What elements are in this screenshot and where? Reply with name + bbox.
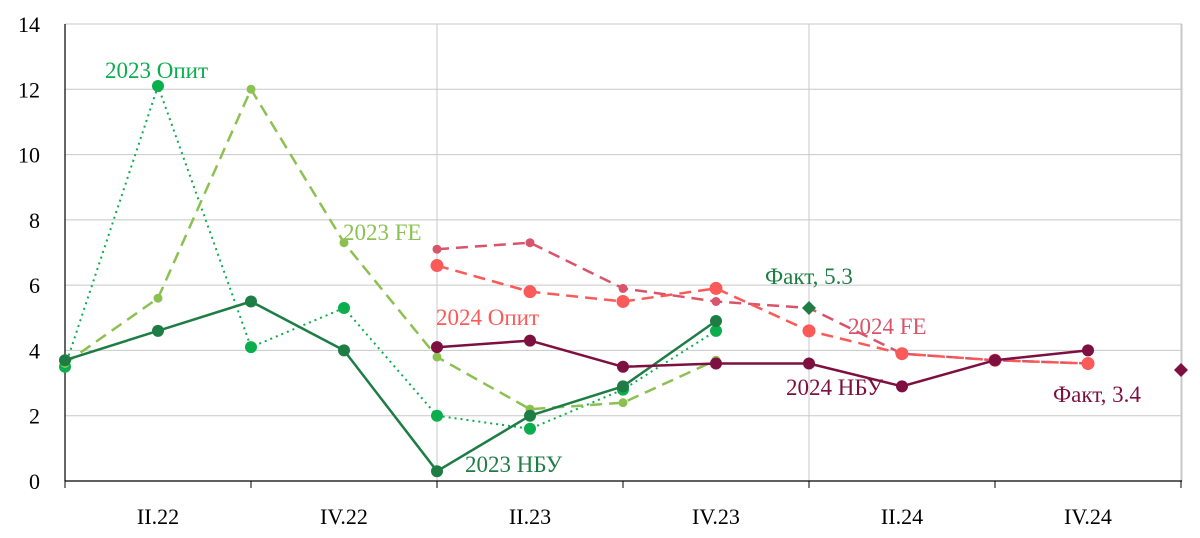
data-point [246, 84, 256, 94]
data-point [524, 334, 536, 347]
data-point [523, 285, 537, 299]
data-point [709, 281, 723, 295]
data-point [432, 244, 442, 254]
grid [65, 23, 1183, 481]
x-tick-label: IV.24 [1064, 504, 1112, 529]
data-point [338, 344, 350, 357]
y-tick-label: 14 [18, 12, 40, 37]
x-tick-label: II.22 [137, 504, 179, 529]
series-line [64, 88, 717, 411]
data-point [525, 238, 535, 248]
fact-marker [802, 300, 816, 315]
data-point [710, 357, 722, 370]
data-point [339, 238, 349, 248]
data-point [711, 296, 721, 306]
data-point [432, 352, 442, 362]
series-annotation: 2023 НБУ [465, 452, 563, 477]
y-tick-label: 6 [29, 273, 40, 298]
series-annotation: 2024 НБУ [786, 375, 884, 400]
data-point [245, 341, 257, 354]
data-point [616, 294, 630, 308]
series-line [436, 264, 1089, 365]
data-point [803, 357, 815, 370]
y-tick-label: 10 [18, 143, 40, 168]
fact-marker [1174, 363, 1188, 378]
data-point [895, 347, 909, 361]
data-point [617, 380, 629, 393]
series-annotation: 2023 FE [343, 220, 422, 245]
x-tick-label: II.24 [881, 504, 923, 529]
annotation-group: 2023 Опит 2023 FE 2023 НБУ 2024 Опит 2024 FE… [105, 58, 1141, 477]
x-tick-label: IV.22 [320, 504, 368, 529]
series-annotation: 2023 Опит [105, 58, 208, 83]
data-point [59, 354, 71, 367]
data-point [152, 324, 164, 337]
data-point [617, 360, 629, 373]
y-tick-label: 12 [18, 77, 40, 102]
data-point [338, 301, 350, 314]
data-point [245, 295, 257, 308]
series-line [64, 85, 717, 430]
data-point [1081, 356, 1095, 370]
data-point [710, 324, 722, 337]
series-annotation: 2024 FE [848, 314, 927, 339]
y-tick-label: 8 [29, 208, 40, 233]
data-point [710, 315, 722, 328]
data-point [152, 80, 164, 93]
data-point [1082, 344, 1094, 357]
series-line [436, 241, 1089, 365]
axes: 0 2 4 6 8 10 12 14 II.22 IV.22 II.23 IV.23 II.24 IV.2… [18, 12, 1182, 529]
data-point [802, 324, 816, 338]
data-point [153, 293, 163, 303]
series-annotation: Факт, 3.4 [1053, 382, 1141, 407]
data-point [618, 398, 628, 408]
y-tick-label: 2 [29, 404, 40, 429]
series-annotation: 2024 Опит [436, 305, 539, 330]
data-point [524, 409, 536, 422]
data-point [431, 341, 443, 354]
data-point [896, 380, 908, 393]
series-line [436, 339, 1089, 388]
x-tick-label: II.23 [509, 504, 551, 529]
series-annotation: Факт, 5.3 [765, 264, 853, 289]
data-point [524, 422, 536, 435]
y-tick-label: 0 [29, 469, 40, 494]
data-point [430, 259, 444, 273]
y-tick-label: 4 [29, 338, 40, 363]
x-tick-label: IV.23 [692, 504, 740, 529]
data-point [431, 465, 443, 478]
data-point [431, 409, 443, 422]
data-point [989, 354, 1001, 367]
data-point [618, 283, 628, 293]
series-group [59, 80, 1188, 478]
series-line [64, 300, 717, 473]
